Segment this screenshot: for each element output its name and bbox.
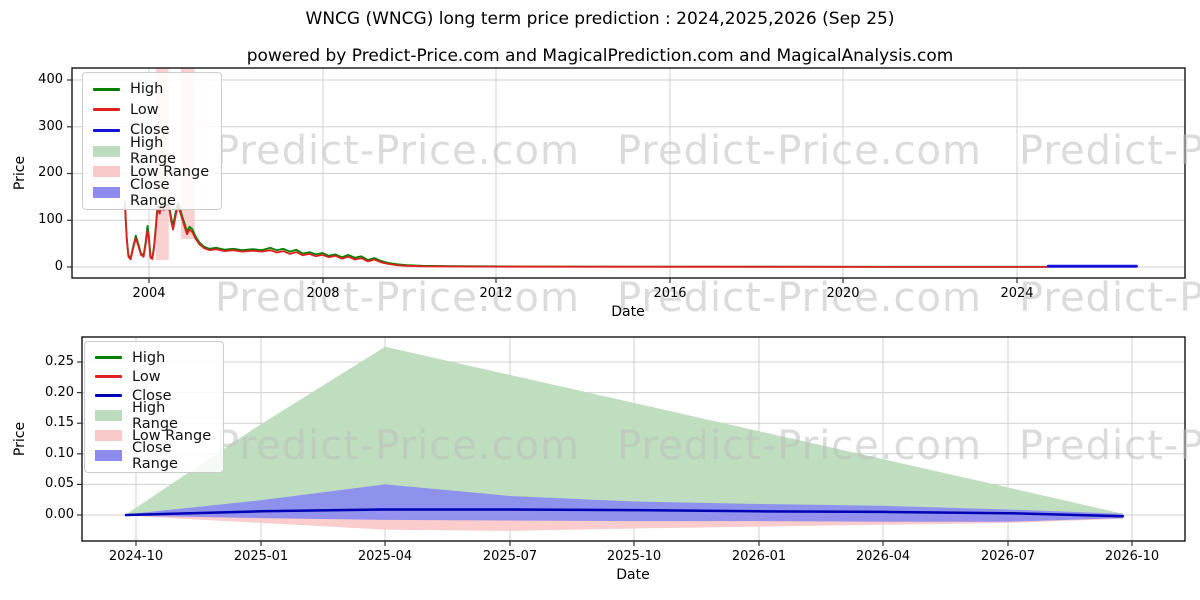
close-line-swatch: [93, 128, 120, 132]
x-tick-label: 2016: [653, 286, 687, 301]
legend-item-high: High: [93, 79, 211, 100]
y-tick-label: 0.00: [45, 507, 74, 522]
low-line-swatch: [93, 108, 120, 112]
top-legend: High Low Close High Range Low Range Clos…: [82, 72, 222, 210]
y-tick-label: 0: [54, 259, 63, 274]
top-y-axis-label: Price: [12, 155, 28, 191]
high-line-swatch: [95, 356, 122, 359]
x-tick-label: 2026-01: [731, 549, 787, 564]
legend-item-high-range: High Range: [93, 135, 211, 167]
tick-marks: [77, 361, 1133, 546]
close-line-swatch: [95, 394, 122, 397]
legend-item-low-range: Low Range: [95, 426, 213, 445]
y-tick-label: 0.20: [45, 385, 74, 400]
legend-item-low-range: Low Range: [93, 162, 211, 183]
legend-item-high-range: High Range: [95, 400, 213, 432]
legend-item-low: Low: [93, 100, 211, 121]
y-tick-label: 200: [38, 165, 63, 180]
top-x-axis-label: Date: [611, 304, 645, 320]
chart-subtitle: powered by Predict-Price.com and Magical…: [246, 46, 954, 66]
x-tick-label: 2025-04: [357, 549, 413, 564]
low-line: [124, 203, 1048, 268]
x-tick-label: 2020: [826, 286, 860, 301]
y-tick-label: 0.05: [45, 476, 74, 491]
high-line: [124, 201, 1048, 268]
x-tick-label: 2026-07: [980, 549, 1036, 564]
low-line-swatch: [95, 375, 122, 378]
bottom-chart: [77, 336, 1186, 546]
y-tick-label: 0.10: [45, 446, 74, 461]
y-tick-label: 0.15: [45, 415, 74, 430]
high-line-swatch: [93, 87, 120, 91]
low-range-swatch: [95, 430, 122, 441]
y-tick-label: 0.25: [45, 354, 74, 369]
x-tick-label: 2024: [1000, 286, 1034, 301]
tick-marks: [67, 79, 1018, 283]
legend-item-close-range: Close Range: [93, 177, 211, 209]
y-tick-label: 100: [38, 212, 63, 227]
x-tick-label: 2004: [132, 286, 166, 301]
x-tick-label: 2026-04: [855, 549, 911, 564]
bottom-legend: High Low Close High Range Low Range Clos…: [84, 341, 224, 473]
x-tick-label: 2024-10: [108, 549, 164, 564]
legend-item-close-range: Close Range: [95, 440, 213, 472]
x-tick-label: 2025-10: [606, 549, 662, 564]
high-range-band: [126, 346, 1123, 515]
top-chart: [67, 67, 1186, 283]
x-tick-label: 2025-07: [482, 549, 538, 564]
high-range-swatch: [95, 410, 122, 421]
legend-item-low: Low: [95, 367, 213, 386]
legend-item-close: Close: [93, 120, 211, 141]
legend-item-close: Close: [95, 386, 213, 405]
y-tick-label: 300: [38, 119, 63, 134]
x-tick-label: 2025-01: [233, 549, 289, 564]
high-range-swatch: [93, 145, 120, 157]
close-range-swatch: [93, 187, 120, 198]
x-tick-label: 2012: [479, 286, 513, 301]
bottom-y-axis-label: Price: [12, 421, 28, 457]
chart-title: WNCG (WNCG) long term price prediction :…: [305, 9, 895, 29]
low-range-swatch: [93, 166, 120, 178]
close-range-swatch: [95, 450, 122, 461]
close-prediction-line: [124, 508, 1125, 518]
legend-item-high: High: [95, 348, 213, 367]
y-tick-label: 400: [38, 72, 63, 87]
x-tick-label: 2008: [306, 286, 340, 301]
bottom-x-axis-label: Date: [616, 567, 650, 583]
x-tick-label: 2026-10: [1104, 549, 1160, 564]
